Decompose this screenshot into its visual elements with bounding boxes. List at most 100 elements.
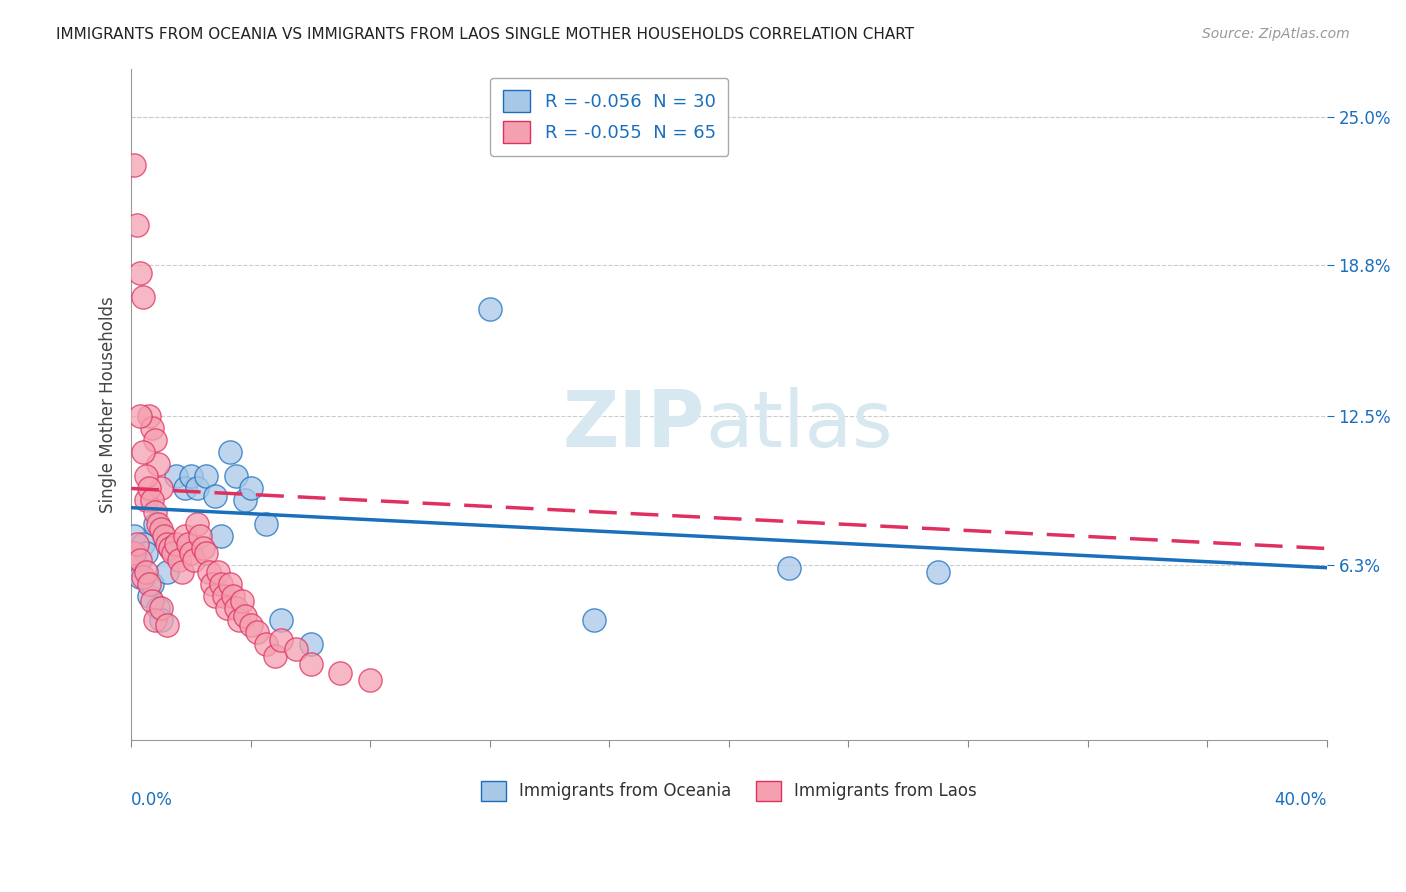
Point xyxy=(233,493,256,508)
Point xyxy=(246,625,269,640)
Point xyxy=(132,445,155,459)
Point xyxy=(143,517,166,532)
Point xyxy=(150,522,173,536)
Text: atlas: atlas xyxy=(704,386,893,463)
Point xyxy=(194,546,217,560)
Point xyxy=(198,566,221,580)
Point xyxy=(159,541,181,556)
Point xyxy=(239,482,262,496)
Point xyxy=(191,541,214,556)
Point xyxy=(127,218,149,232)
Point xyxy=(135,566,157,580)
Point xyxy=(138,577,160,591)
Point xyxy=(204,590,226,604)
Point xyxy=(165,469,187,483)
Point xyxy=(135,546,157,560)
Point xyxy=(263,649,285,664)
Point xyxy=(207,566,229,580)
Point xyxy=(132,537,155,551)
Point xyxy=(180,546,202,560)
Point xyxy=(129,265,152,279)
Legend: Immigrants from Oceania, Immigrants from Laos: Immigrants from Oceania, Immigrants from… xyxy=(470,769,988,813)
Point xyxy=(284,642,307,657)
Point xyxy=(177,537,200,551)
Point xyxy=(270,614,292,628)
Point xyxy=(143,434,166,448)
Point xyxy=(132,289,155,303)
Point xyxy=(209,577,232,591)
Point xyxy=(231,594,253,608)
Point xyxy=(186,482,208,496)
Point xyxy=(174,482,197,496)
Point xyxy=(135,469,157,483)
Point xyxy=(254,517,277,532)
Text: Source: ZipAtlas.com: Source: ZipAtlas.com xyxy=(1202,27,1350,41)
Point xyxy=(299,657,322,671)
Point xyxy=(299,638,322,652)
Point xyxy=(201,577,224,591)
Point xyxy=(239,618,262,632)
Point xyxy=(180,469,202,483)
Point xyxy=(150,614,173,628)
Point xyxy=(218,577,240,591)
Point xyxy=(222,590,245,604)
Point xyxy=(146,458,169,472)
Point xyxy=(122,529,145,543)
Point xyxy=(188,529,211,543)
Text: ZIP: ZIP xyxy=(562,386,704,463)
Point xyxy=(150,601,173,615)
Point xyxy=(209,529,232,543)
Point xyxy=(143,506,166,520)
Point xyxy=(165,537,187,551)
Point xyxy=(228,614,250,628)
Point xyxy=(146,601,169,615)
Point xyxy=(167,553,190,567)
Point xyxy=(129,553,152,567)
Point xyxy=(162,546,184,560)
Point xyxy=(186,517,208,532)
Text: 40.0%: 40.0% xyxy=(1274,791,1327,809)
Point xyxy=(153,529,176,543)
Point xyxy=(122,546,145,560)
Text: 0.0%: 0.0% xyxy=(131,791,173,809)
Point xyxy=(141,421,163,435)
Y-axis label: Single Mother Households: Single Mother Households xyxy=(100,296,117,513)
Point xyxy=(583,614,606,628)
Point xyxy=(127,558,149,573)
Point xyxy=(254,638,277,652)
Point xyxy=(146,517,169,532)
Point xyxy=(122,157,145,171)
Point xyxy=(143,614,166,628)
Point xyxy=(129,570,152,584)
Point xyxy=(225,469,247,483)
Point xyxy=(156,566,179,580)
Point xyxy=(778,560,800,574)
Point xyxy=(212,590,235,604)
Text: IMMIGRANTS FROM OCEANIA VS IMMIGRANTS FROM LAOS SINGLE MOTHER HOUSEHOLDS CORRELA: IMMIGRANTS FROM OCEANIA VS IMMIGRANTS FR… xyxy=(56,27,914,42)
Point xyxy=(150,482,173,496)
Point xyxy=(215,601,238,615)
Point xyxy=(132,570,155,584)
Point xyxy=(129,409,152,424)
Point xyxy=(138,590,160,604)
Point xyxy=(138,409,160,424)
Point xyxy=(204,489,226,503)
Point xyxy=(174,529,197,543)
Point xyxy=(329,666,352,681)
Point xyxy=(270,632,292,647)
Point xyxy=(135,493,157,508)
Point xyxy=(127,537,149,551)
Point xyxy=(927,566,949,580)
Point xyxy=(138,482,160,496)
Point xyxy=(478,301,501,316)
Point xyxy=(156,537,179,551)
Point xyxy=(159,541,181,556)
Point xyxy=(233,608,256,623)
Point xyxy=(359,673,381,688)
Point xyxy=(218,445,240,459)
Point xyxy=(141,577,163,591)
Point xyxy=(183,553,205,567)
Point xyxy=(141,493,163,508)
Point xyxy=(156,618,179,632)
Point xyxy=(225,601,247,615)
